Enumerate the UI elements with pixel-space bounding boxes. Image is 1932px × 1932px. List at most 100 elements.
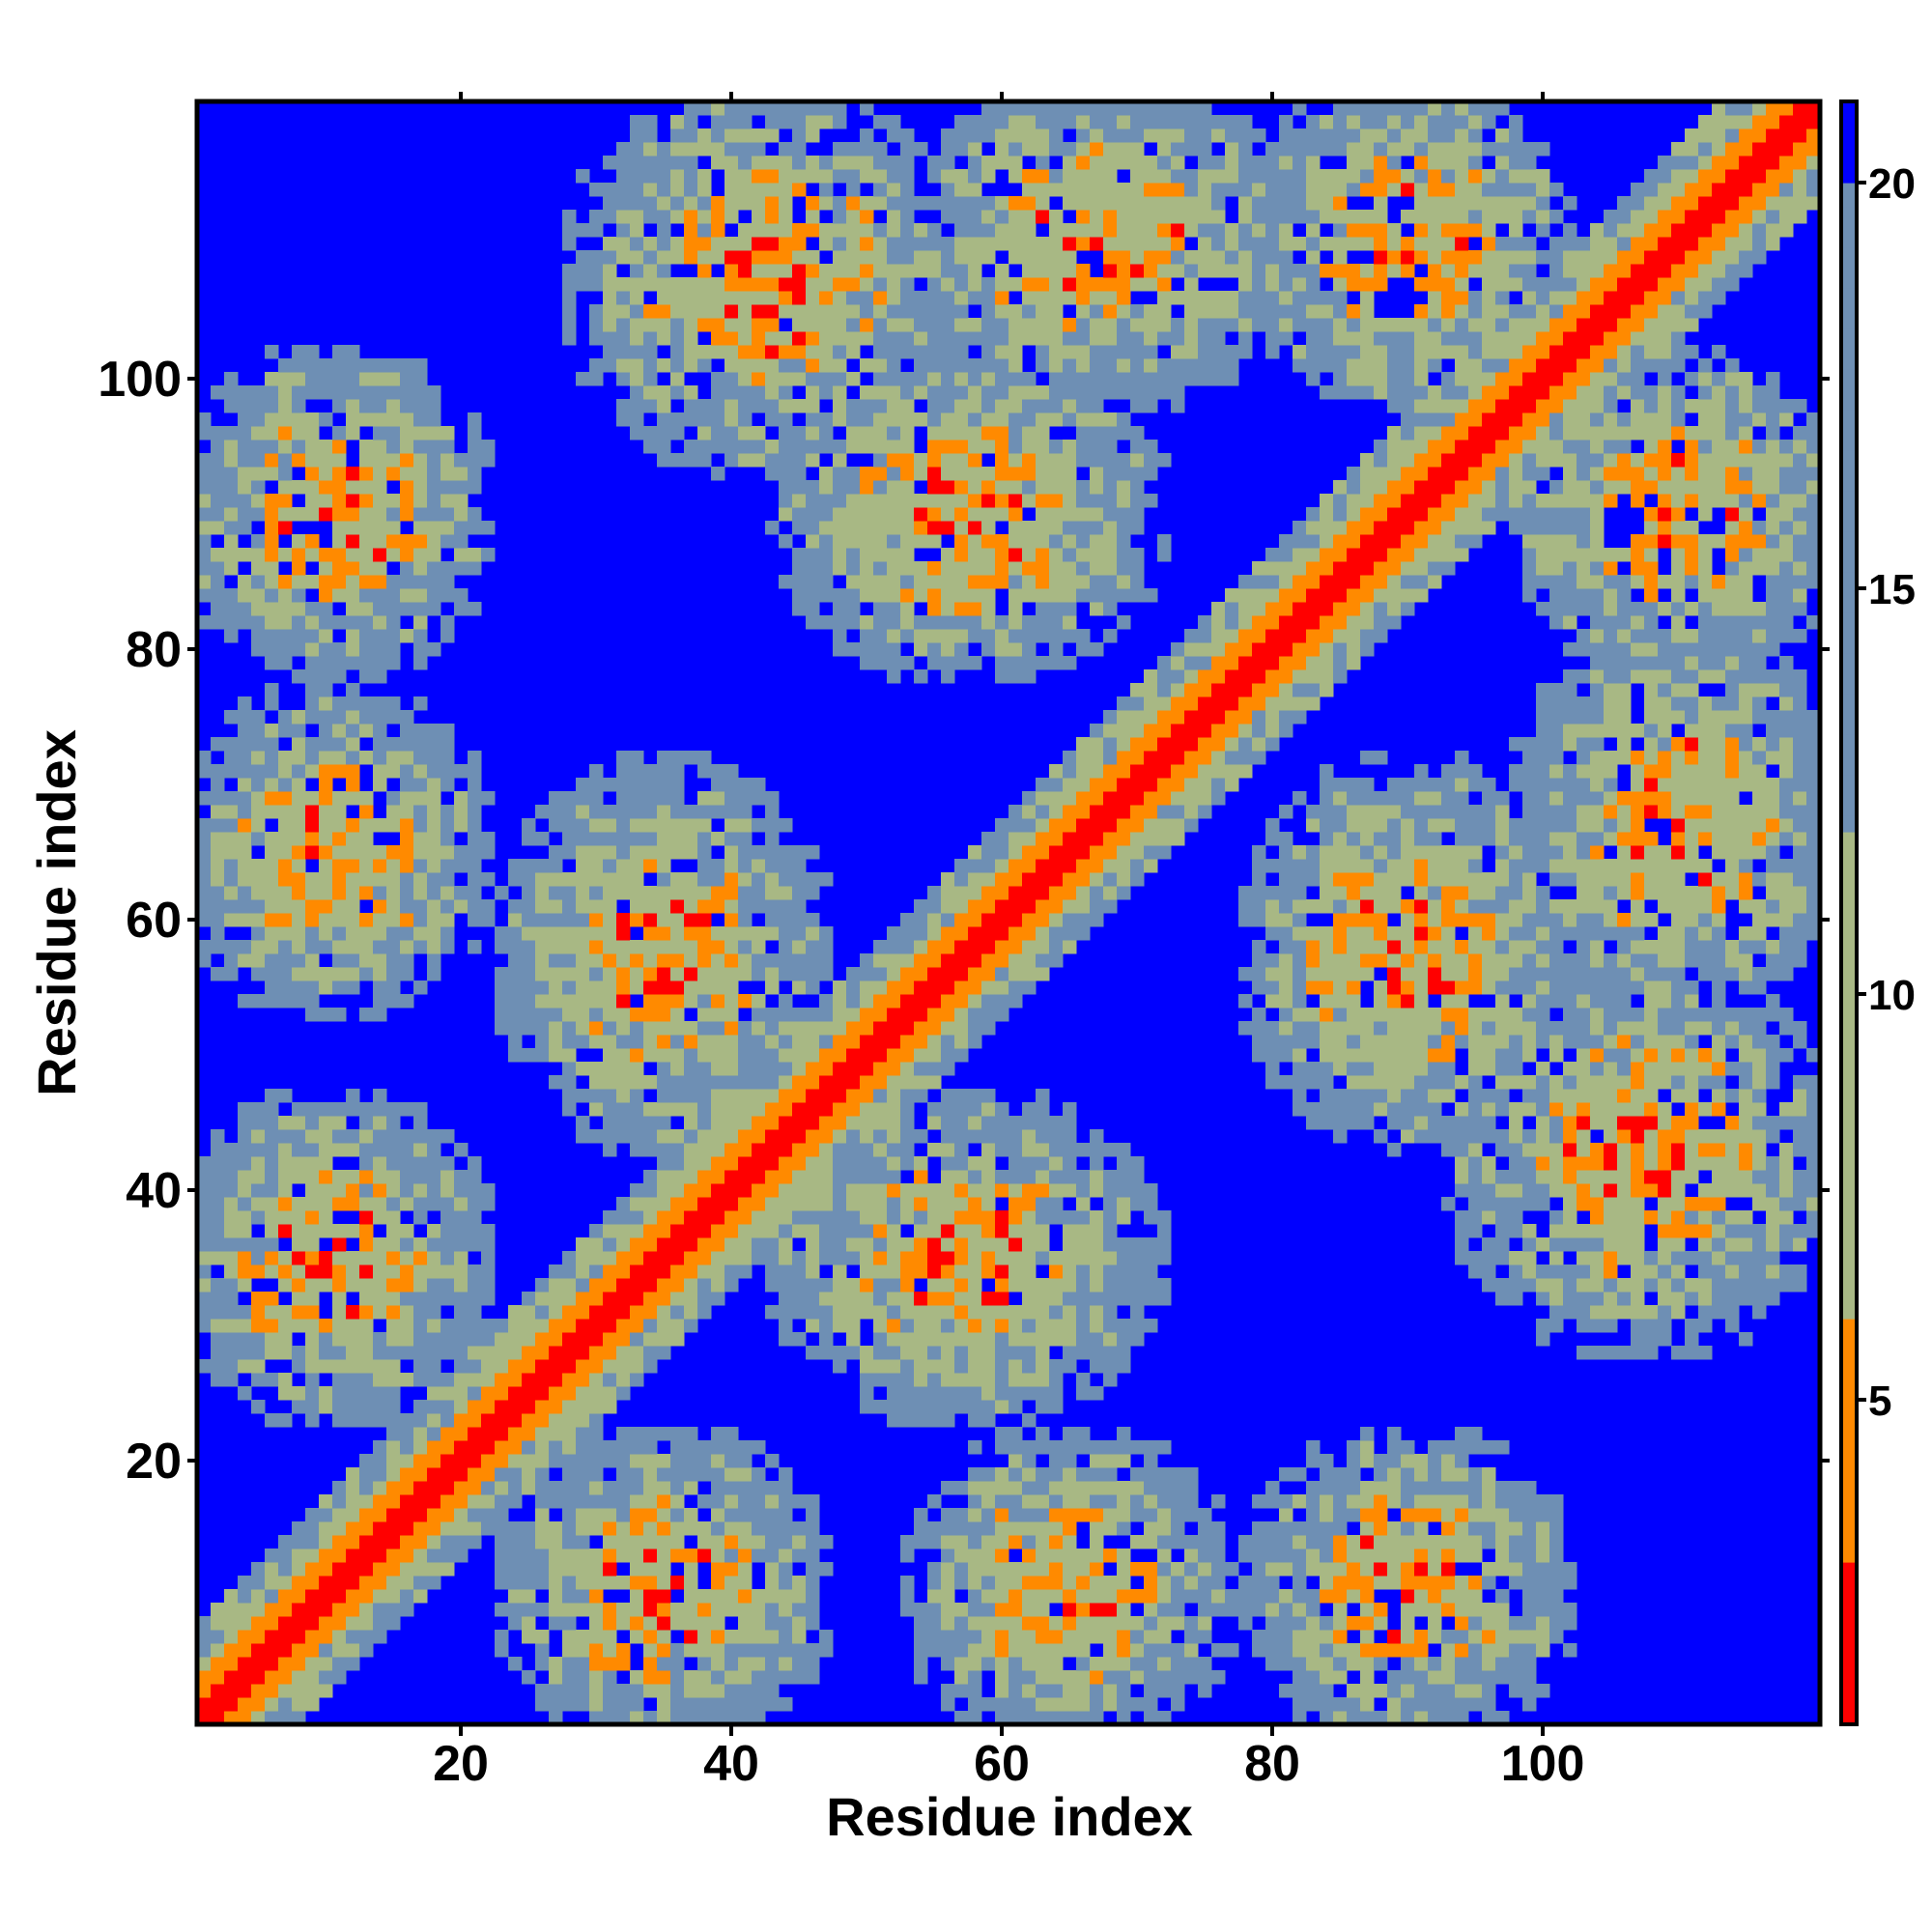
heatmap-cell [765, 967, 780, 981]
heatmap-cell [1022, 1278, 1037, 1293]
heatmap-cell [630, 372, 644, 386]
heatmap-cell [954, 1400, 969, 1414]
heatmap-cell [1049, 1143, 1064, 1157]
heatmap-cell [238, 1278, 252, 1293]
heatmap-cell [562, 1657, 577, 1671]
heatmap-cell [968, 561, 982, 576]
heatmap-cell [1063, 602, 1077, 616]
heatmap-cell [833, 237, 847, 251]
heatmap-cell [589, 1576, 604, 1590]
heatmap-cell [481, 1346, 496, 1360]
heatmap-cell [887, 156, 901, 170]
heatmap-cell [346, 886, 360, 900]
heatmap-cell [1076, 1319, 1091, 1333]
heatmap-cell [954, 223, 969, 238]
heatmap-cell [265, 399, 279, 413]
heatmap-cell [427, 913, 441, 927]
heatmap-cell [806, 1116, 820, 1130]
heatmap-cell [1049, 926, 1064, 941]
heatmap-cell [1076, 1373, 1091, 1387]
heatmap-cell [508, 1535, 523, 1549]
heatmap-cell [468, 602, 482, 616]
heatmap-cell [386, 751, 401, 765]
heatmap-cell [697, 1102, 712, 1117]
heatmap-cell [765, 1305, 780, 1320]
heatmap-cell [440, 507, 455, 522]
heatmap-cell [873, 1075, 888, 1090]
heatmap-cell [211, 1237, 225, 1252]
heatmap-cell [197, 507, 212, 522]
heatmap-cell [630, 1278, 644, 1293]
heatmap-cell [995, 399, 1009, 413]
heatmap-cell [684, 196, 698, 211]
heatmap-cell [954, 372, 969, 386]
heatmap-cell [995, 967, 1009, 981]
heatmap-cell [1022, 669, 1037, 684]
heatmap-cell [481, 845, 496, 860]
heatmap-cell [643, 156, 658, 170]
heatmap-cell [954, 602, 969, 616]
heatmap-cell [359, 1170, 374, 1184]
heatmap-cell [1022, 494, 1037, 508]
heatmap-cell [319, 507, 333, 522]
heatmap-cell [1036, 115, 1050, 129]
heatmap-cell [981, 1508, 996, 1522]
heatmap-cell [697, 1143, 712, 1157]
heatmap-cell [440, 588, 455, 603]
heatmap-cell [1036, 480, 1050, 495]
heatmap-cell [981, 196, 996, 211]
heatmap-cell [400, 426, 414, 440]
heatmap-cell [211, 1643, 225, 1658]
heatmap-cell [251, 1170, 266, 1184]
heatmap-cell [630, 331, 644, 346]
heatmap-cell [1036, 791, 1050, 806]
heatmap-cell [643, 1562, 658, 1577]
heatmap-cell [846, 169, 861, 184]
heatmap-cell [549, 1278, 563, 1293]
heatmap-cell [413, 1305, 428, 1320]
heatmap-cell [765, 1521, 780, 1536]
heatmap-cell [589, 980, 604, 995]
heatmap-cell [806, 1643, 820, 1658]
heatmap-cell [711, 994, 725, 1009]
heatmap-cell [670, 1454, 685, 1468]
heatmap-cell [887, 575, 901, 589]
heatmap-cell [197, 548, 212, 562]
heatmap-cell [954, 1481, 969, 1495]
heatmap-cell [765, 1210, 780, 1225]
heatmap-cell [968, 115, 982, 129]
heatmap-cell [752, 1657, 766, 1671]
heatmap-cell [1076, 507, 1091, 522]
heatmap-cell [400, 805, 414, 819]
heatmap-cell [954, 1657, 969, 1671]
heatmap-cell [400, 453, 414, 468]
heatmap-cell [806, 1089, 820, 1103]
heatmap-cell [968, 507, 982, 522]
heatmap-cell [1009, 128, 1023, 143]
heatmap-cell [1022, 1494, 1037, 1509]
heatmap-cell [873, 1143, 888, 1157]
heatmap-cell [873, 1062, 888, 1076]
heatmap-cell [238, 953, 252, 968]
heatmap-cell [1022, 1373, 1037, 1387]
heatmap-cell [995, 1346, 1009, 1360]
heatmap-cell [305, 440, 320, 454]
heatmap-cell [900, 534, 915, 549]
heatmap-cell [386, 385, 401, 400]
heatmap-cell [413, 1427, 428, 1441]
heatmap-cell [1049, 318, 1064, 332]
heatmap-cell [968, 453, 982, 468]
heatmap-cell [1009, 1697, 1023, 1712]
heatmap-cell [576, 980, 590, 995]
heatmap-cell [765, 1075, 780, 1090]
heatmap-cell [670, 1278, 685, 1293]
heatmap-cell [995, 1102, 1009, 1117]
heatmap-cell [1063, 1548, 1077, 1563]
heatmap-cell [549, 1048, 563, 1063]
heatmap-cell [657, 1116, 671, 1130]
heatmap-cell [1009, 480, 1023, 495]
heatmap-cell [603, 1264, 617, 1279]
heatmap-cell [616, 156, 631, 170]
heatmap-cell [792, 926, 807, 941]
heatmap-cell [995, 1427, 1009, 1441]
